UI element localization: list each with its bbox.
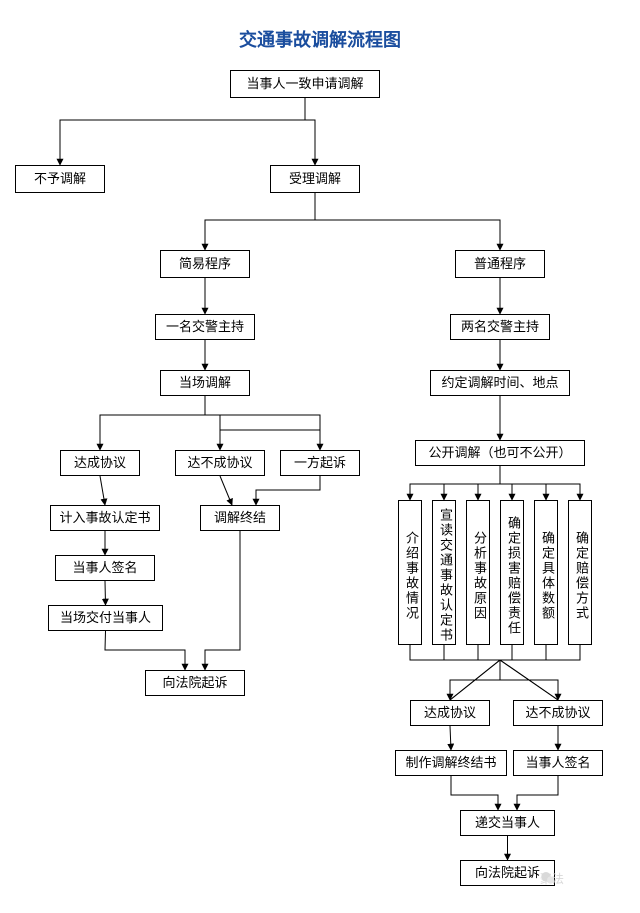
- node-v6: 确定赔偿方式: [568, 500, 592, 645]
- node-n_apply: 当事人一致申请调解: [230, 70, 380, 98]
- edge-n_public-v5: [500, 466, 546, 500]
- node-v2: 宣读交通事故认定书: [432, 500, 456, 645]
- edge-n_agree2-n_makebook: [450, 726, 451, 750]
- node-n_agree1: 达成协议: [60, 450, 140, 476]
- node-label: 向法院起诉: [162, 676, 227, 691]
- edge-n_makebook-n_deliver2: [451, 776, 498, 810]
- node-n_accept: 受理调解: [270, 165, 360, 193]
- node-v5: 确定具体数额: [534, 500, 558, 645]
- node-label: 公开调解（也可不公开）: [428, 446, 571, 461]
- node-label: 制作调解终结书: [405, 756, 496, 771]
- node-n_reject: 不予调解: [15, 165, 105, 193]
- node-label: 分析事故原因: [470, 531, 489, 621]
- node-n_onsite: 当场调解: [160, 370, 250, 396]
- node-label: 约定调解时间、地点: [441, 376, 558, 391]
- node-n_disagree2: 达不成协议: [513, 700, 603, 726]
- edge-v1-n_agree2: [410, 645, 500, 700]
- node-n_sign2: 当事人签名: [513, 750, 603, 776]
- edge-n_public-v1: [410, 466, 500, 500]
- node-label: 当事人签名: [525, 756, 590, 771]
- node-label: 确定损害赔偿责任: [504, 516, 523, 636]
- node-label: 简易程序: [179, 257, 231, 272]
- node-label: 达成协议: [424, 706, 476, 721]
- wechat-icon: [540, 870, 556, 886]
- edge-n_public-v3: [478, 466, 500, 500]
- node-n_simple: 简易程序: [160, 250, 250, 278]
- edge-n_apply-n_reject: [60, 98, 305, 165]
- node-n_makebook: 制作调解终结书: [395, 750, 507, 776]
- node-n_public: 公开调解（也可不公开）: [415, 440, 585, 466]
- node-label: 介绍事故情况: [402, 531, 421, 621]
- node-label: 普通程序: [474, 257, 526, 272]
- edge-n_agree1-n_record: [100, 476, 105, 505]
- node-label: 计入事故认定书: [59, 511, 150, 526]
- edge-n_public-v2: [444, 466, 500, 500]
- page-title: 交通事故调解流程图: [0, 26, 640, 52]
- edge-n_public-v4: [500, 466, 512, 500]
- node-label: 一名交警主持: [166, 320, 244, 335]
- edge-n_apply-n_accept: [305, 98, 315, 165]
- node-label: 当场调解: [179, 376, 231, 391]
- node-n_record: 计入事故认定书: [50, 505, 160, 531]
- edge-n_accept-n_simple: [205, 193, 315, 250]
- node-n_one_cop: 一名交警主持: [155, 314, 255, 340]
- node-n_disagree1: 达不成协议: [175, 450, 265, 476]
- node-label: 递交当事人: [475, 816, 540, 831]
- node-v3: 分析事故原因: [466, 500, 490, 645]
- edge-v3-n_agree2: [450, 645, 500, 700]
- edge-n_sign1-n_deliver1: [105, 581, 106, 605]
- edge-n_onsite-n_disagree1: [205, 396, 320, 450]
- edge-n_onsite-n_suit1: [205, 396, 320, 450]
- node-label: 达不成协议: [525, 706, 590, 721]
- edge-v4-n_disagree2: [500, 645, 558, 700]
- node-label: 受理调解: [289, 172, 341, 187]
- node-n_sign1: 当事人签名: [55, 555, 155, 581]
- node-label: 当场交付当事人: [60, 611, 151, 626]
- node-n_terminate: 调解终结: [200, 505, 280, 531]
- node-n_court1: 向法院起诉: [145, 670, 245, 696]
- edge-n_deliver1-n_court1: [105, 631, 185, 670]
- node-label: 向法院起诉: [475, 866, 540, 881]
- edge-v2-n_agree2: [444, 645, 500, 700]
- node-label: 当事人一致申请调解: [246, 77, 363, 92]
- node-label: 当事人签名: [72, 561, 137, 576]
- node-label: 调解终结: [214, 511, 266, 526]
- node-label: 不予调解: [34, 172, 86, 187]
- node-label: 确定具体数额: [538, 531, 557, 621]
- edge-n_suit1-n_terminate: [256, 476, 320, 505]
- node-n_deliver1: 当场交付当事人: [48, 605, 163, 631]
- watermark: 聚法: [540, 870, 564, 887]
- node-n_suit1: 一方起诉: [280, 450, 360, 476]
- node-label: 确定赔偿方式: [572, 531, 591, 621]
- node-n_deliver2: 递交当事人: [460, 810, 555, 836]
- node-v4: 确定损害赔偿责任: [500, 500, 524, 645]
- edge-n_disagree1-n_terminate: [220, 476, 232, 505]
- edge-n_sign2-n_deliver2: [517, 776, 558, 810]
- node-label: 达成协议: [74, 456, 126, 471]
- node-label: 达不成协议: [187, 456, 252, 471]
- node-label: 宣读交通事故认定书: [436, 508, 455, 643]
- edge-v5-n_disagree2: [500, 645, 558, 700]
- node-label: 两名交警主持: [461, 320, 539, 335]
- edge-n_accept-n_normal: [315, 193, 500, 250]
- edge-n_onsite-n_agree1: [100, 396, 205, 450]
- node-v1: 介绍事故情况: [398, 500, 422, 645]
- node-n_two_cop: 两名交警主持: [450, 314, 550, 340]
- edge-n_terminate-n_court1: [205, 531, 240, 670]
- node-n_normal: 普通程序: [455, 250, 545, 278]
- node-n_agree2: 达成协议: [410, 700, 490, 726]
- node-n_appoint: 约定调解时间、地点: [430, 370, 570, 396]
- node-label: 一方起诉: [294, 456, 346, 471]
